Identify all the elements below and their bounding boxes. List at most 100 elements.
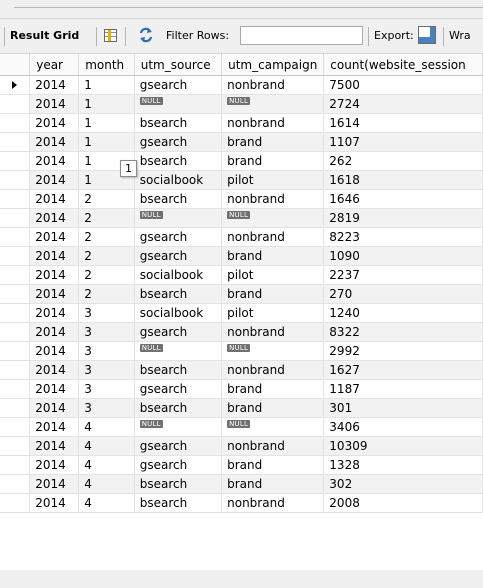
cell-year[interactable]: 2014 — [29, 379, 80, 399]
cell-year[interactable]: 2014 — [29, 493, 80, 513]
table-row[interactable]: 2014 4 gsearch brand 1328 — [0, 455, 483, 475]
cell-year[interactable]: 2014 — [29, 322, 80, 342]
cell-session-count[interactable]: 8223 — [323, 227, 483, 247]
table-row[interactable]: 2014 3 socialbook pilot 1240 — [0, 303, 483, 323]
cell-month[interactable]: 2 — [78, 265, 135, 285]
cell-month[interactable]: 2 — [78, 284, 135, 304]
cell-session-count[interactable]: 262 — [323, 151, 483, 171]
cell-month[interactable]: 1 — [78, 75, 135, 95]
table-row[interactable]: 2014 1 gsearch brand 1107 — [0, 132, 483, 152]
cell-session-count[interactable]: 1090 — [323, 246, 483, 266]
row-indicator[interactable] — [0, 284, 31, 304]
table-row[interactable]: 2014 2 socialbook pilot 2237 — [0, 265, 483, 285]
cell-session-count[interactable]: 1328 — [323, 455, 483, 475]
cell-utm-source[interactable]: bsearch — [134, 284, 223, 304]
row-indicator[interactable] — [0, 474, 31, 494]
wrap-cell-content-label[interactable]: Wra — [449, 29, 471, 42]
row-indicator[interactable] — [0, 322, 31, 342]
cell-utm-source[interactable]: NULL — [134, 417, 223, 437]
cell-utm-campaign[interactable]: nonbrand — [221, 322, 325, 342]
cell-session-count[interactable]: 2008 — [323, 493, 483, 513]
cell-month[interactable]: 4 — [78, 493, 135, 513]
table-row[interactable]: 2014 2 bsearch nonbrand 1646 — [0, 189, 483, 209]
row-indicator[interactable] — [0, 170, 31, 190]
row-indicator[interactable] — [0, 417, 31, 437]
row-indicator[interactable] — [0, 75, 31, 95]
table-row[interactable]: 2014 3 gsearch brand 1187 — [0, 379, 483, 399]
cell-session-count[interactable]: 1646 — [323, 189, 483, 209]
table-row[interactable]: 2014 1 bsearch brand 262 — [0, 151, 483, 171]
column-header-utm-source[interactable]: utm_source — [134, 54, 223, 76]
table-row[interactable]: 2014 4 gsearch nonbrand 10309 — [0, 436, 483, 456]
column-header-utm-campaign[interactable]: utm_campaign — [221, 54, 325, 76]
table-row[interactable]: 2014 2 bsearch brand 270 — [0, 284, 483, 304]
cell-year[interactable]: 2014 — [29, 189, 80, 209]
cell-month[interactable]: 1 — [78, 113, 135, 133]
cell-utm-source[interactable]: bsearch — [134, 398, 223, 418]
cell-year[interactable]: 2014 — [29, 75, 80, 95]
row-indicator[interactable] — [0, 360, 31, 380]
cell-month[interactable]: 3 — [78, 341, 135, 361]
cell-year[interactable]: 2014 — [29, 436, 80, 456]
row-indicator[interactable] — [0, 493, 31, 513]
cell-month[interactable]: 1 — [78, 132, 135, 152]
cell-utm-source[interactable]: gsearch — [134, 436, 223, 456]
cell-utm-source[interactable]: NULL — [134, 208, 223, 228]
cell-session-count[interactable]: 1107 — [323, 132, 483, 152]
cell-utm-source[interactable]: NULL — [134, 341, 223, 361]
cell-month[interactable]: 2 — [78, 189, 135, 209]
cell-year[interactable]: 2014 — [29, 360, 80, 380]
table-row[interactable]: 2014 3 bsearch brand 301 — [0, 398, 483, 418]
row-indicator[interactable] — [0, 379, 31, 399]
cell-utm-campaign[interactable]: pilot — [221, 170, 325, 190]
row-indicator[interactable] — [0, 189, 31, 209]
table-row[interactable]: 2014 3 bsearch nonbrand 1627 — [0, 360, 483, 380]
cell-session-count[interactable]: 2819 — [323, 208, 483, 228]
cell-year[interactable]: 2014 — [29, 113, 80, 133]
cell-year[interactable]: 2014 — [29, 170, 80, 190]
filter-rows-input[interactable] — [240, 26, 363, 45]
cell-utm-source[interactable]: bsearch — [134, 360, 223, 380]
cell-utm-source[interactable]: bsearch — [134, 189, 223, 209]
row-indicator[interactable] — [0, 227, 31, 247]
cell-year[interactable]: 2014 — [29, 455, 80, 475]
cell-utm-campaign[interactable]: nonbrand — [221, 113, 325, 133]
cell-session-count[interactable]: 1614 — [323, 113, 483, 133]
table-row[interactable]: 2014 2 gsearch brand 1090 — [0, 246, 483, 266]
cell-session-count[interactable]: 3406 — [323, 417, 483, 437]
row-indicator[interactable] — [0, 265, 31, 285]
cell-utm-source[interactable]: gsearch — [134, 246, 223, 266]
cell-utm-source[interactable]: bsearch — [134, 113, 223, 133]
cell-year[interactable]: 2014 — [29, 208, 80, 228]
cell-utm-source[interactable]: bsearch — [134, 151, 223, 171]
export-icon[interactable] — [418, 26, 436, 44]
cell-year[interactable]: 2014 — [29, 284, 80, 304]
cell-month[interactable]: 4 — [78, 436, 135, 456]
table-row[interactable]: 2014 2 gsearch nonbrand 8223 — [0, 227, 483, 247]
cell-utm-source[interactable]: bsearch — [134, 493, 223, 513]
cell-session-count[interactable]: 7500 — [323, 75, 483, 95]
column-header-month[interactable]: month — [78, 54, 135, 76]
cell-utm-source[interactable]: bsearch — [134, 474, 223, 494]
cell-session-count[interactable]: 8322 — [323, 322, 483, 342]
cell-month[interactable]: 3 — [78, 322, 135, 342]
cell-session-count[interactable]: 10309 — [323, 436, 483, 456]
cell-utm-source[interactable]: gsearch — [134, 379, 223, 399]
result-grid-tab[interactable]: Result Grid — [10, 29, 80, 42]
cell-utm-source[interactable]: gsearch — [134, 455, 223, 475]
cell-utm-campaign[interactable]: brand — [221, 151, 325, 171]
cell-session-count[interactable]: 301 — [323, 398, 483, 418]
cell-utm-source[interactable]: gsearch — [134, 322, 223, 342]
cell-utm-source[interactable]: socialbook — [134, 170, 223, 190]
table-row[interactable]: 2014 2 NULL NULL 2819 — [0, 208, 483, 228]
cell-utm-campaign[interactable]: brand — [221, 246, 325, 266]
table-row[interactable]: 2014 1 bsearch nonbrand 1614 — [0, 113, 483, 133]
cell-year[interactable]: 2014 — [29, 398, 80, 418]
grid-view-icon[interactable] — [104, 29, 117, 42]
cell-utm-source[interactable]: socialbook — [134, 303, 223, 323]
cell-utm-campaign[interactable]: nonbrand — [221, 436, 325, 456]
cell-utm-campaign[interactable]: nonbrand — [221, 189, 325, 209]
row-indicator[interactable] — [0, 341, 31, 361]
cell-utm-source[interactable]: gsearch — [134, 132, 223, 152]
column-header-year[interactable]: year — [29, 54, 80, 76]
